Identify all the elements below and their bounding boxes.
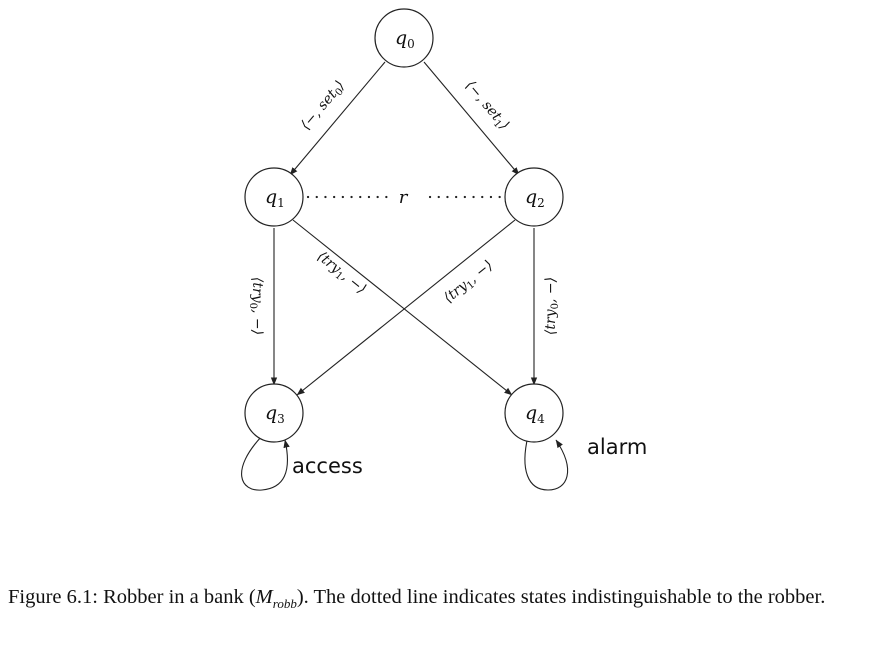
edge-q0-q1 (289, 61, 386, 176)
svg-text:q4: q4 (525, 402, 545, 426)
svg-text:q0: q0 (395, 27, 415, 51)
svg-text:q2: q2 (525, 186, 545, 210)
proposition-access: access (292, 454, 363, 478)
edge-label-q1-q3: ⟨try0, −⟩ (247, 277, 265, 335)
svg-text:q3: q3 (265, 402, 285, 426)
edge-label-q0-q1: ⟨−, set0⟩ (298, 78, 350, 135)
state-q0: q0 (374, 8, 434, 68)
indistinguishable-label: r (399, 187, 409, 208)
edge-label-q0-q2: ⟨−, set1⟩ (460, 78, 512, 135)
edge-q0-q2 (423, 61, 520, 176)
edge-q1-q4 (292, 219, 513, 396)
state-q3: q3 (244, 383, 304, 443)
figure-caption: Figure 6.1: Robber in a bank (Mrobb). Th… (8, 586, 826, 612)
loop-q3 (241, 435, 290, 491)
proposition-alarm: alarm (587, 435, 647, 459)
edge-q2-q3 (296, 219, 516, 396)
state-q4: q4 (504, 383, 564, 443)
loop-q4 (524, 435, 569, 491)
svg-text:q1: q1 (265, 186, 285, 210)
state-q1: q1 (244, 167, 304, 227)
edge-label-q2-q4: ⟨try0, −⟩ (543, 277, 561, 335)
edge-label-q2-q3: ⟨try1, −⟩ (441, 257, 498, 308)
state-q2: q2 (504, 167, 564, 227)
